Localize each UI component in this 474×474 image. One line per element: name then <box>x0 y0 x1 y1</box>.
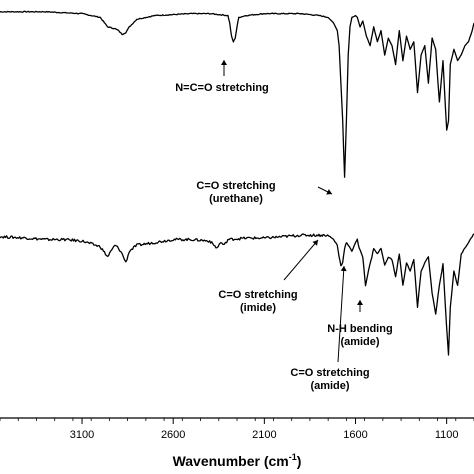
annotation-co-amide-text-1: (amide) <box>310 380 349 392</box>
annotation-nco-stretching-text-0: N=C=O stretching <box>175 82 269 94</box>
annotation-co-urethane-arrowhead <box>326 189 332 195</box>
annotation-co-amide: C=O stretching(amide) <box>290 265 370 392</box>
x-tick-label-2100: 2100 <box>252 429 276 441</box>
x-axis-title-end: ) <box>297 453 302 469</box>
annotation-nh-bending-arrowhead <box>357 300 363 305</box>
annotation-co-imide-text-1: (imide) <box>240 302 276 314</box>
x-axis-title-sup: -1 <box>289 452 297 462</box>
annotation-nh-bending: N-H bending(amide) <box>327 300 393 348</box>
x-tick-label-1100: 1100 <box>435 429 459 441</box>
spectra <box>0 10 474 356</box>
annotation-co-imide-arrowhead <box>312 240 318 246</box>
x-tick-label-1600: 1600 <box>343 429 367 441</box>
x-axis-title: Wavenumber (cm-1) <box>173 452 302 469</box>
x-tick-label-2600: 2600 <box>161 429 185 441</box>
spectrum-upper <box>0 10 474 178</box>
x-axis-tick-labels: 3100 2600 2100 1600 1100 <box>70 429 459 441</box>
annotation-co-urethane-text-1: (urethane) <box>209 193 263 205</box>
annotation-co-urethane: C=O stretching(urethane) <box>196 180 333 205</box>
annotation-co-amide-text-0: C=O stretching <box>290 367 369 379</box>
x-axis-ticks <box>0 418 474 424</box>
spectrum-lower <box>0 233 474 356</box>
annotation-co-imide-text-0: C=O stretching <box>218 289 297 301</box>
annotation-co-imide: C=O stretching(imide) <box>218 239 319 314</box>
annotation-co-amide-arrowhead <box>340 266 347 272</box>
annotation-nh-bending-text-0: N-H bending <box>327 323 392 335</box>
annotation-co-imide-arrow <box>283 239 319 281</box>
x-tick-label-3100: 3100 <box>70 429 94 441</box>
x-axis-title-main: Wavenumber (cm <box>173 453 289 469</box>
annotation-co-amide-arrow <box>337 265 345 363</box>
annotation-nco-stretching-arrowhead <box>221 60 227 65</box>
annotation-co-urethane-text-0: C=O stretching <box>196 180 275 192</box>
annotation-nco-stretching: N=C=O stretching <box>175 60 269 94</box>
annotation-nh-bending-text-1: (amide) <box>340 336 379 348</box>
